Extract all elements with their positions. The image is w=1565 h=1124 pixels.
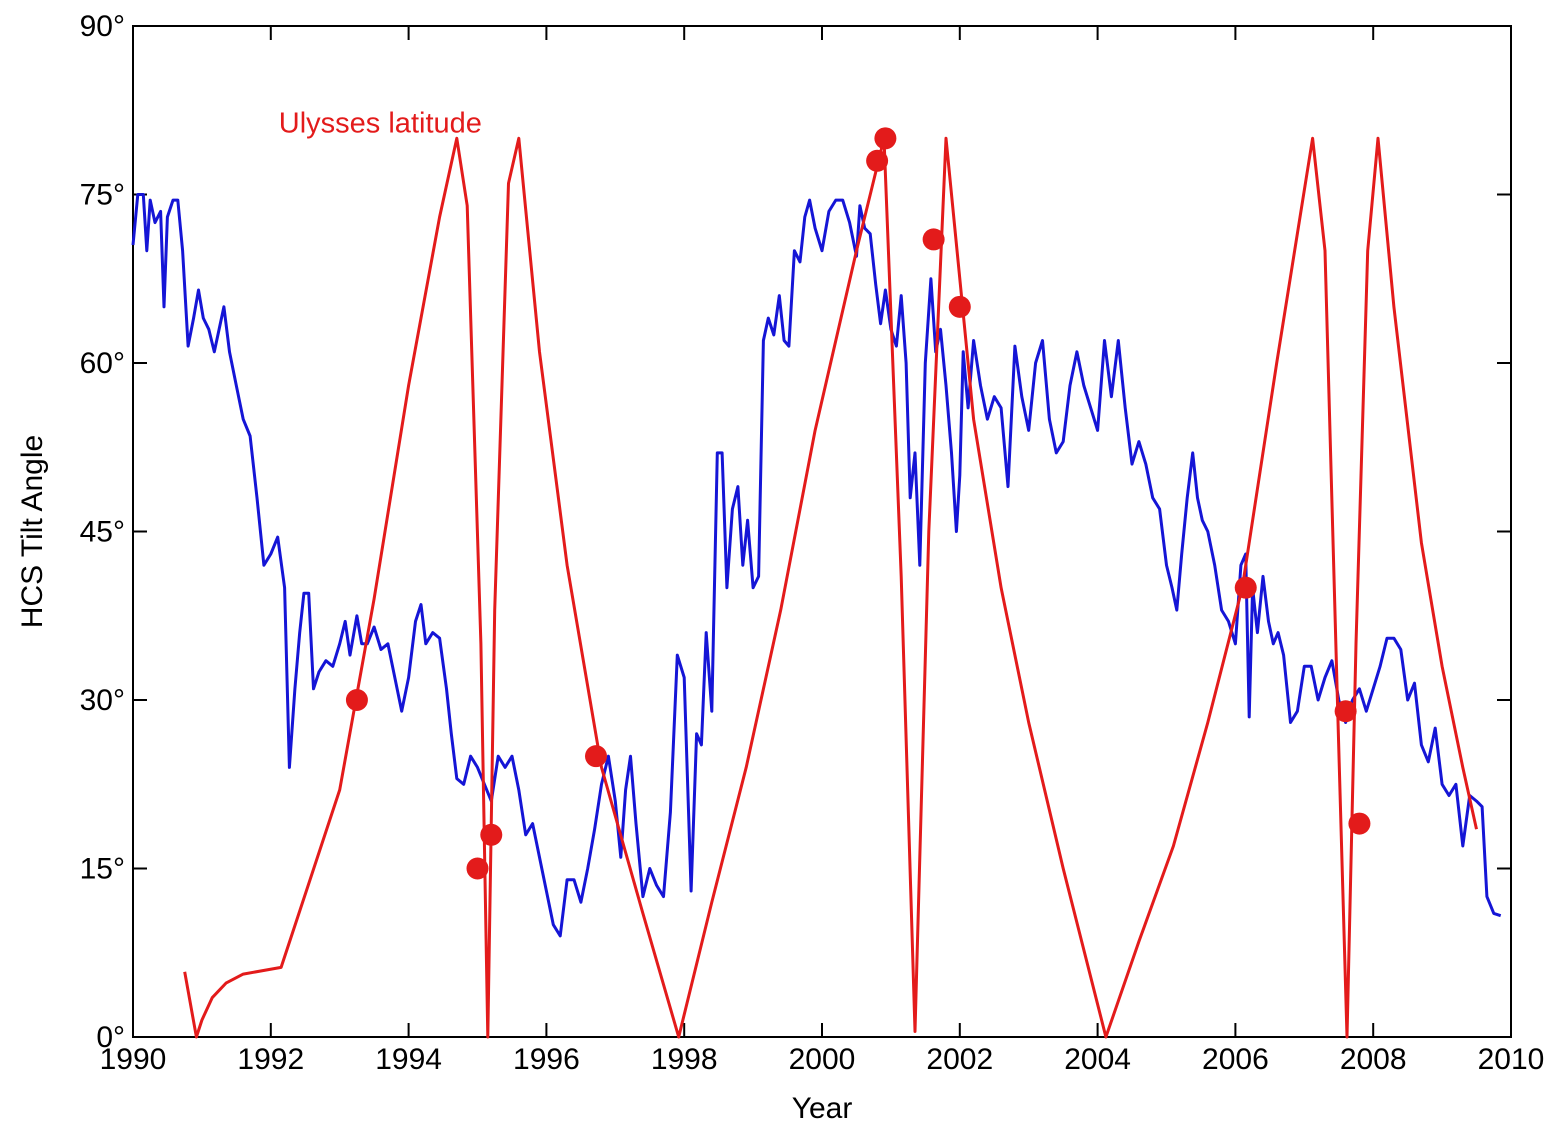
x-tick-label: 1990 [100,1043,167,1076]
data-marker [480,823,503,846]
x-axis-title: Year [792,1092,853,1124]
x-tick-label: 1994 [375,1043,442,1076]
marker-group [345,127,1371,880]
y-axis-title: HCS Tilt Angle [16,435,49,628]
series-group [131,136,1502,1039]
y-tick-label: 45° [80,516,125,549]
x-tick-labels: 1990 1992 1994 1996 1998 2000 2002 2004 2006 2008… [100,1043,1545,1076]
y-tick-label: 0° [96,1021,125,1054]
tick-marks [132,25,1512,1038]
x-tick-label: 1996 [513,1043,580,1076]
x-tick-label: 2002 [926,1043,993,1076]
x-tick-label: 2000 [789,1043,856,1076]
y-tick-labels: 0° 15° 30° 45° 60° 75° 90° [80,10,125,1054]
y-tick-label: 30° [80,684,125,717]
hcs-tilt-series-line [131,193,1502,938]
x-tick-label: 2004 [1064,1043,1131,1076]
data-marker [345,689,368,711]
x-tick-label: 2008 [1340,1043,1407,1076]
data-marker [1334,700,1357,723]
x-tick-label: 2010 [1478,1043,1545,1076]
data-marker [922,228,945,251]
data-marker [948,295,971,318]
x-tick-label: 2006 [1202,1043,1269,1076]
y-tick-label: 75° [80,179,125,212]
data-marker [1348,812,1371,835]
ulysses-latitude-series-line [183,136,1478,1039]
data-marker [866,149,889,172]
y-tick-label: 90° [80,10,125,43]
y-tick-label: 15° [80,853,125,886]
ulysses-latitude-label: Ulysses latitude [279,107,482,139]
plot-frame [132,25,1512,1038]
data-marker [1234,576,1257,599]
y-tick-label: 60° [80,347,125,380]
x-tick-label: 1992 [237,1043,304,1076]
x-tick-label: 1998 [651,1043,718,1076]
plot-area [131,25,1512,1039]
data-marker [874,127,897,150]
data-marker [585,745,608,768]
data-marker [466,857,489,880]
